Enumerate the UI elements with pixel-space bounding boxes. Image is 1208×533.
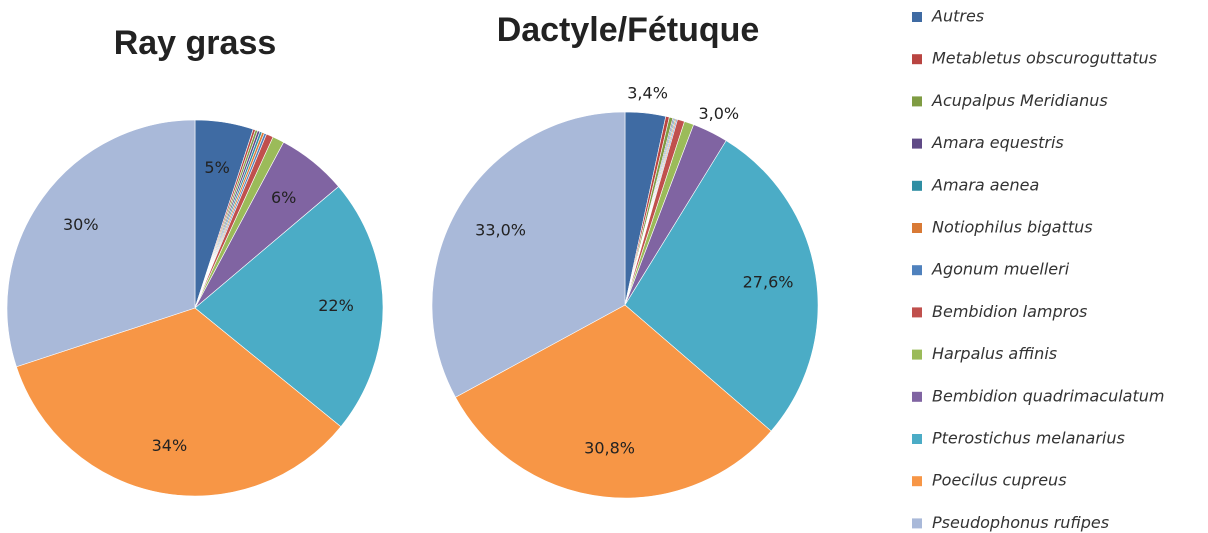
- legend-swatch: [912, 307, 922, 318]
- legend-swatch: [912, 434, 922, 444]
- legend-swatch: [912, 54, 922, 65]
- legend-swatch: [912, 12, 922, 22]
- pie-slice: [431, 111, 626, 398]
- pie-slice: [624, 140, 819, 432]
- legend-swatch: [912, 138, 922, 149]
- data-label: 3,0%: [698, 104, 739, 123]
- legend-swatch: [912, 518, 922, 529]
- pie-slice: [6, 119, 196, 368]
- data-label: 3,4%: [627, 83, 668, 102]
- legend-label: Autres: [931, 7, 984, 26]
- legend-swatch: [912, 349, 922, 360]
- data-label: 22%: [318, 296, 354, 315]
- legend-label: Harpalus affinis: [932, 344, 1057, 363]
- data-label: 30%: [63, 215, 99, 234]
- legend-label: Metabletus obscuroguttatus: [932, 49, 1157, 68]
- legend-label: Pterostichus melanarius: [932, 429, 1125, 448]
- data-label: 34%: [152, 436, 188, 455]
- pie-slice: [16, 307, 342, 497]
- data-label: 33,0%: [475, 221, 526, 240]
- legend-label: Amara aenea: [931, 175, 1039, 194]
- data-label: 6%: [271, 188, 296, 207]
- pie-slice: [455, 304, 772, 499]
- legend-label: Pseudophonus rufipes: [932, 513, 1109, 532]
- legend-label: Notiophilus bigattus: [932, 218, 1093, 237]
- legend-swatch: [912, 180, 922, 191]
- legend-label: Amara equestris: [931, 133, 1064, 152]
- legend-label: Acupalpus Meridianus: [931, 91, 1108, 110]
- chart-title: Ray grass: [114, 24, 277, 62]
- legend-swatch: [912, 476, 922, 487]
- data-label: 30,8%: [584, 438, 635, 457]
- data-label: 27,6%: [743, 272, 794, 291]
- chart-title: Dactyle/Fétuque: [497, 11, 760, 49]
- legend-swatch: [912, 96, 922, 107]
- legend-label: Bembidion quadrimaculatum: [932, 386, 1164, 405]
- legend-swatch: [912, 223, 922, 233]
- legend-label: Agonum muelleri: [931, 260, 1070, 279]
- legend-swatch: [912, 265, 922, 276]
- data-label: 5%: [204, 158, 229, 177]
- pie-slice: [194, 186, 384, 428]
- legend-label: Bembidion lampros: [932, 302, 1087, 321]
- legend-label: Poecilus cupreus: [932, 471, 1067, 490]
- legend-swatch: [912, 391, 922, 402]
